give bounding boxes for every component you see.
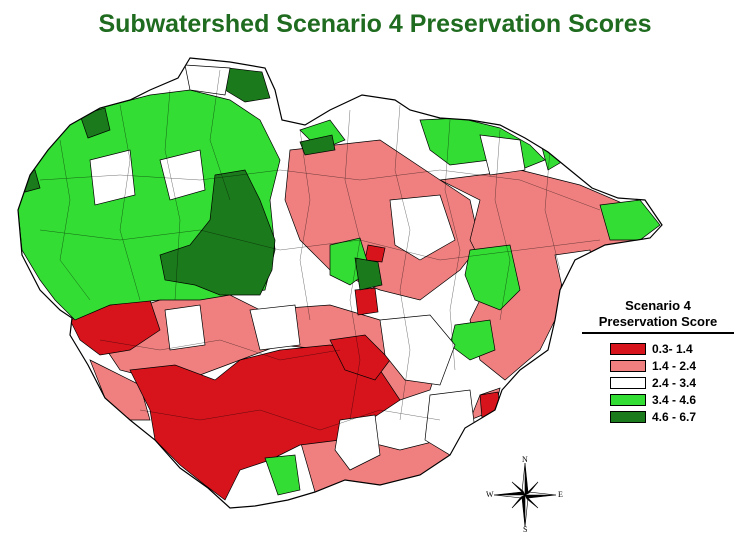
- legend-item: 0.3- 1.4: [610, 340, 734, 357]
- compass-rose: N S E W: [482, 455, 568, 535]
- compass-north-label: N: [522, 455, 528, 464]
- legend-label: 2.4 - 3.4: [652, 375, 697, 390]
- legend-item: 1.4 - 2.4: [610, 357, 734, 374]
- compass-star-icon: [493, 462, 557, 528]
- legend-title-line1: Scenario 4: [625, 298, 691, 313]
- legend-swatch-light-red: [610, 359, 646, 372]
- legend-label: 3.4 - 4.6: [652, 392, 697, 407]
- dark-red-subwatersheds: [69, 244, 501, 501]
- legend-swatch-red: [610, 342, 646, 355]
- legend-item: 3.4 - 4.6: [610, 391, 734, 408]
- legend-label: 1.4 - 2.4: [652, 358, 697, 373]
- legend-swatch-light-green: [610, 393, 646, 406]
- legend-swatch-dark-green: [610, 410, 646, 423]
- map-legend: Scenario 4 Preservation Score 0.3- 1.4 1…: [582, 298, 734, 425]
- legend-label: 4.6 - 6.7: [652, 409, 697, 424]
- dark-green-subwatersheds: [21, 67, 383, 296]
- legend-item: 2.4 - 3.4: [610, 374, 734, 391]
- legend-title-line2: Preservation Score: [598, 314, 718, 329]
- compass-south-label: S: [523, 525, 528, 534]
- legend-divider: [582, 332, 734, 334]
- legend-swatch-white: [610, 376, 646, 389]
- map-title: Subwatershed Scenario 4 Preservation Sco…: [98, 10, 652, 38]
- subwatershed-boundaries: [39, 69, 601, 431]
- compass-east-label: E: [558, 490, 563, 499]
- legend-label: 0.3- 1.4: [652, 341, 693, 356]
- compass-west-label: W: [486, 490, 494, 499]
- map-outline: [17, 57, 663, 509]
- legend-item: 4.6 - 6.7: [610, 408, 734, 425]
